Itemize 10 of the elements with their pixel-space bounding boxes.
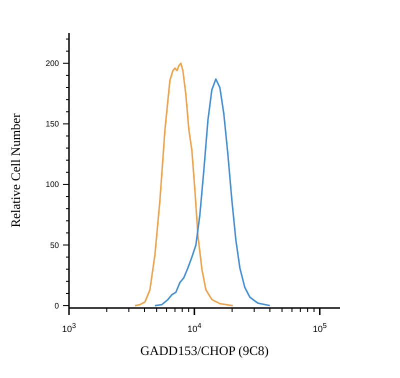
x-tick-label: 10$^{5}$: [312, 320, 327, 334]
y-tick-label: 50: [50, 240, 60, 250]
y-tick-label: 100: [46, 180, 60, 190]
x-axis-title: GADD153/CHOP (9C8): [140, 343, 269, 358]
y-tick-label: 200: [46, 59, 60, 68]
y-tick-label: 0: [54, 301, 60, 310]
y-tick-label: 150: [46, 120, 60, 129]
x-tick-label: 10$^{4}$: [187, 320, 202, 334]
y-axis-title: Relative Cell Number: [8, 112, 23, 228]
x-tick-label: 10$^{3}$: [62, 320, 76, 334]
